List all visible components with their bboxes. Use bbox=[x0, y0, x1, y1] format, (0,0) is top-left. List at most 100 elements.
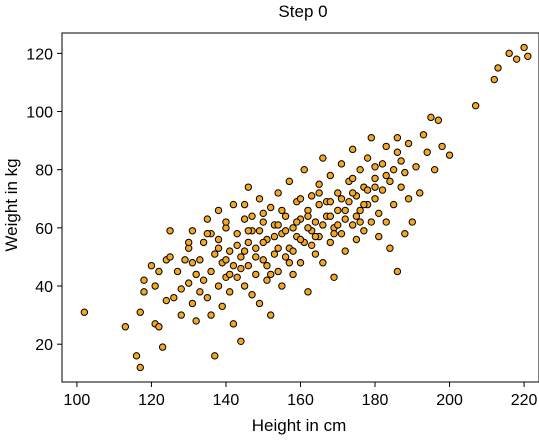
scatter-point bbox=[360, 200, 368, 209]
scatter-point bbox=[382, 171, 390, 180]
scatter-point bbox=[341, 247, 349, 255]
scatter-point bbox=[397, 183, 405, 191]
scatter-point bbox=[438, 142, 446, 151]
scatter-point bbox=[367, 218, 375, 226]
scatter-point bbox=[296, 235, 305, 244]
scatter-point bbox=[382, 142, 390, 151]
scatter-point bbox=[218, 302, 226, 311]
scatter-point bbox=[151, 282, 159, 290]
scatter-point bbox=[140, 288, 148, 296]
y-tick-label: 100 bbox=[26, 105, 53, 122]
scatter-point bbox=[471, 102, 480, 110]
scatter-point bbox=[375, 232, 383, 241]
scatter-point bbox=[240, 200, 249, 209]
scatter-point bbox=[311, 232, 320, 241]
scatter-point bbox=[237, 253, 245, 261]
scatter-point bbox=[520, 43, 528, 52]
x-tick-label: 100 bbox=[64, 392, 91, 409]
scatter-point bbox=[173, 267, 182, 276]
x-tick-label: 160 bbox=[287, 392, 314, 409]
scatter-point bbox=[371, 174, 379, 183]
scatter-point bbox=[80, 308, 89, 316]
x-tick-label: 180 bbox=[362, 392, 389, 409]
scatter-point bbox=[240, 215, 249, 223]
scatter-point bbox=[345, 197, 353, 206]
scatter-point bbox=[356, 218, 364, 226]
scatter-point bbox=[170, 293, 178, 302]
scatter-point bbox=[300, 165, 308, 174]
scatter-point bbox=[393, 267, 402, 276]
scatter-point bbox=[140, 276, 148, 284]
scatter-point bbox=[147, 261, 156, 270]
scatter-point bbox=[229, 320, 238, 328]
scatter-point bbox=[311, 218, 320, 226]
scatter-point bbox=[214, 282, 223, 290]
scatter-point bbox=[229, 261, 238, 270]
y-tick-label: 60 bbox=[35, 221, 53, 238]
scatter-point bbox=[401, 168, 409, 177]
y-tick-label: 120 bbox=[26, 46, 53, 63]
y-axis-label: Weight in kg bbox=[2, 158, 21, 251]
scatter-point bbox=[266, 203, 275, 212]
scatter-point bbox=[334, 206, 342, 215]
scatter-point bbox=[389, 165, 398, 174]
scatter-point bbox=[330, 229, 338, 238]
scatter-point bbox=[252, 244, 260, 252]
scatter-point bbox=[524, 52, 532, 60]
scatter-point bbox=[512, 55, 521, 63]
scatter-point bbox=[393, 134, 402, 142]
scatter-point bbox=[211, 250, 219, 258]
scatter-point bbox=[162, 296, 171, 305]
scatter-point bbox=[211, 352, 219, 360]
scatter-point bbox=[274, 221, 282, 229]
y-axis-ticks: 20 40 60 80 100 120 bbox=[26, 46, 62, 354]
scatter-point bbox=[378, 160, 387, 168]
scatter-point bbox=[334, 221, 342, 229]
scatter-point bbox=[278, 282, 286, 290]
x-tick-label: 120 bbox=[138, 392, 165, 409]
scatter-point bbox=[360, 227, 368, 235]
scatter-point bbox=[401, 229, 409, 238]
scatter-point bbox=[274, 267, 282, 276]
scatter-point bbox=[226, 270, 234, 279]
scatter-point bbox=[408, 218, 416, 226]
scatter-point bbox=[203, 293, 212, 302]
scatter-point bbox=[371, 163, 379, 171]
scatter-point bbox=[266, 270, 275, 279]
scatter-point bbox=[371, 183, 379, 191]
scatter-point bbox=[285, 177, 294, 186]
scatter-point bbox=[326, 212, 335, 220]
scatter-point bbox=[430, 165, 439, 174]
scatter-point bbox=[255, 227, 264, 235]
scatter-point bbox=[307, 192, 316, 200]
x-axis-ticks: 100 120 140 160 180 200 220 bbox=[64, 382, 538, 409]
scatter-point bbox=[214, 235, 223, 244]
scatter-point bbox=[214, 244, 223, 252]
scatter-point bbox=[315, 189, 323, 197]
scatter-point bbox=[181, 256, 189, 264]
scatter-point bbox=[192, 317, 200, 325]
scatter-point bbox=[319, 154, 327, 162]
scatter-point bbox=[252, 253, 260, 261]
scatter-point bbox=[203, 215, 212, 223]
scatter-point bbox=[352, 212, 361, 220]
scatter-point bbox=[356, 206, 364, 215]
y-tick-label: 80 bbox=[35, 163, 53, 180]
scatter-point bbox=[233, 273, 241, 281]
scatter-point bbox=[229, 200, 238, 209]
scatter-point bbox=[311, 250, 320, 258]
scatter-point bbox=[233, 241, 241, 250]
scatter-point bbox=[196, 288, 204, 296]
scatter-point bbox=[199, 238, 208, 247]
scatter-point bbox=[237, 337, 245, 345]
scatter-point bbox=[427, 113, 435, 122]
scatter-point bbox=[334, 189, 342, 197]
scatter-point bbox=[132, 352, 141, 360]
scatter-point bbox=[177, 311, 185, 319]
scatter-point bbox=[214, 206, 223, 215]
scatter-point bbox=[348, 221, 357, 229]
scatter-point bbox=[412, 163, 420, 171]
scatter-point bbox=[348, 189, 357, 197]
scatter-point bbox=[248, 212, 256, 220]
